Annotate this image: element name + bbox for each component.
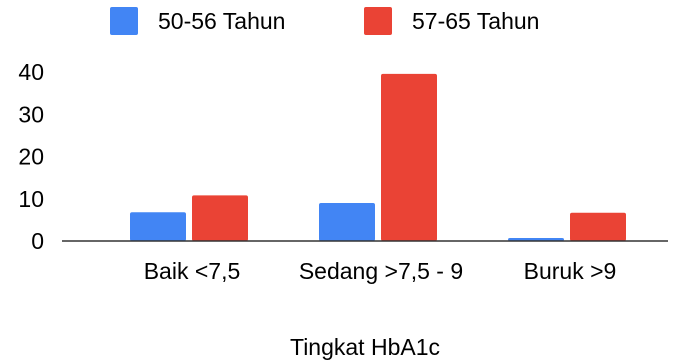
x-axis-title: Tingkat HbA1c: [290, 334, 440, 360]
x-tick-label-baik-7-5: Baik <7,5: [144, 258, 241, 284]
y-tick-label-30: 30: [18, 101, 44, 127]
legend: 50-56 Tahun 57-65 Tahun: [110, 7, 539, 35]
legend-label-50-56-tahun: 50-56 Tahun: [158, 8, 285, 34]
x-axis-category-labels: Baik <7,5 Sedang >7,5 - 9 Buruk >9: [144, 258, 617, 284]
bar-baik-7-5-50-56-tahun: [130, 212, 186, 241]
y-tick-label-10: 10: [18, 186, 44, 212]
y-tick-label-40: 40: [18, 59, 44, 85]
y-tick-label-20: 20: [18, 144, 44, 170]
bar-sedang-7-5-9-50-56-tahun: [319, 203, 375, 241]
y-axis-tick-labels: 0 10 20 30 40: [18, 59, 44, 254]
x-tick-label-buruk-9: Buruk >9: [524, 258, 617, 284]
bar-sedang-7-5-9-57-65-tahun: [381, 73, 437, 241]
legend-label-57-65-tahun: 57-65 Tahun: [412, 8, 539, 34]
legend-swatch-57-65-tahun: [364, 7, 392, 35]
bars: [130, 73, 626, 241]
legend-swatch-50-56-tahun: [110, 7, 138, 35]
x-tick-label-sedang-7-5-9: Sedang >7,5 - 9: [299, 258, 463, 284]
bar-baik-7-5-57-65-tahun: [192, 195, 248, 241]
y-tick-label-0: 0: [31, 228, 44, 254]
bar-buruk-9-57-65-tahun: [570, 212, 626, 241]
